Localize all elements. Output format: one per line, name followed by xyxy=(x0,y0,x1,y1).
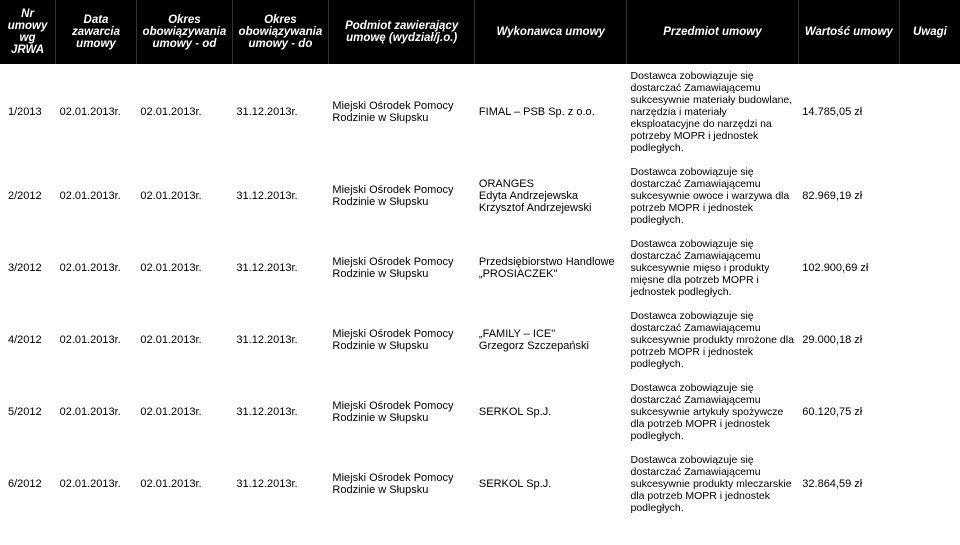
cell-wykonawca: Przedsiębiorstwo Handlowe „PROSIACZEK" xyxy=(475,232,627,304)
table-row: 2/2012 02.01.2013r. 02.01.2013r. 31.12.2… xyxy=(0,160,960,232)
cell-przedmiot: Dostawca zobowiązuje się dostarczać Zama… xyxy=(627,376,799,448)
cell-wartosc: 60.120,75 zł xyxy=(798,376,899,448)
cell-do: 31.12.2013r. xyxy=(232,64,328,160)
cell-nr: 1/2013 xyxy=(0,64,56,160)
cell-nr: 6/2012 xyxy=(0,448,56,520)
cell-podmiot: Miejski Ośrodek Pomocy Rodzinie w Słupsk… xyxy=(328,160,475,232)
table-row: 4/2012 02.01.2013r. 02.01.2013r. 31.12.2… xyxy=(0,304,960,376)
cell-uwagi xyxy=(899,448,960,520)
table-row: 3/2012 02.01.2013r. 02.01.2013r. 31.12.2… xyxy=(0,232,960,304)
cell-podmiot: Miejski Ośrodek Pomocy Rodzinie w Słupsk… xyxy=(328,448,475,520)
cell-podmiot: Miejski Ośrodek Pomocy Rodzinie w Słupsk… xyxy=(328,232,475,304)
cell-wykonawca: „FAMILY – ICE"Grzegorz Szczepański xyxy=(475,304,627,376)
contracts-table: Nr umowy wg JRWA Data zawarcia umowy Okr… xyxy=(0,0,960,520)
cell-uwagi xyxy=(899,376,960,448)
cell-wartosc: 32.864,59 zł xyxy=(798,448,899,520)
cell-wykonawca: ORANGESEdyta AndrzejewskaKrzysztof Andrz… xyxy=(475,160,627,232)
cell-wartosc: 82.969,19 zł xyxy=(798,160,899,232)
cell-od: 02.01.2013r. xyxy=(136,232,232,304)
cell-wykonawca: FIMAL – PSB Sp. z o.o. xyxy=(475,64,627,160)
cell-data: 02.01.2013r. xyxy=(56,304,137,376)
cell-nr: 3/2012 xyxy=(0,232,56,304)
cell-przedmiot: Dostawca zobowiązuje się dostarczać Zama… xyxy=(627,448,799,520)
table-row: 5/2012 02.01.2013r. 02.01.2013r. 31.12.2… xyxy=(0,376,960,448)
cell-data: 02.01.2013r. xyxy=(56,64,137,160)
cell-wykonawca: SERKOL Sp.J. xyxy=(475,448,627,520)
cell-do: 31.12.2013r. xyxy=(232,448,328,520)
col-data: Data zawarcia umowy xyxy=(56,0,137,64)
cell-od: 02.01.2013r. xyxy=(136,64,232,160)
cell-do: 31.12.2013r. xyxy=(232,160,328,232)
cell-wartosc: 102.900,69 zł xyxy=(798,232,899,304)
cell-do: 31.12.2013r. xyxy=(232,232,328,304)
cell-od: 02.01.2013r. xyxy=(136,304,232,376)
cell-nr: 4/2012 xyxy=(0,304,56,376)
table-body: 1/2013 02.01.2013r. 02.01.2013r. 31.12.2… xyxy=(0,64,960,520)
table-row: 6/2012 02.01.2013r. 02.01.2013r. 31.12.2… xyxy=(0,448,960,520)
table-header: Nr umowy wg JRWA Data zawarcia umowy Okr… xyxy=(0,0,960,64)
cell-przedmiot: Dostawca zobowiązuje się dostarczać Zama… xyxy=(627,64,799,160)
cell-podmiot: Miejski Ośrodek Pomocy Rodzinie w Słupsk… xyxy=(328,376,475,448)
cell-uwagi xyxy=(899,304,960,376)
col-uwagi: Uwagi xyxy=(899,0,960,64)
cell-od: 02.01.2013r. xyxy=(136,160,232,232)
col-nr: Nr umowy wg JRWA xyxy=(0,0,56,64)
cell-przedmiot: Dostawca zobowiązuje się dostarczać Zama… xyxy=(627,160,799,232)
cell-do: 31.12.2013r. xyxy=(232,376,328,448)
cell-data: 02.01.2013r. xyxy=(56,448,137,520)
cell-od: 02.01.2013r. xyxy=(136,448,232,520)
cell-data: 02.01.2013r. xyxy=(56,160,137,232)
col-wykonawca: Wykonawca umowy xyxy=(475,0,627,64)
cell-przedmiot: Dostawca zobowiązuje się dostarczać Zama… xyxy=(627,232,799,304)
cell-wartosc: 14.785,05 zł xyxy=(798,64,899,160)
cell-uwagi xyxy=(899,232,960,304)
col-od: Okres obowiązywania umowy - od xyxy=(136,0,232,64)
col-do: Okres obowiązywania umowy - do xyxy=(232,0,328,64)
cell-podmiot: Miejski Ośrodek Pomocy Rodzinie w Słupsk… xyxy=(328,304,475,376)
col-wartosc: Wartość umowy xyxy=(798,0,899,64)
cell-uwagi xyxy=(899,64,960,160)
col-przedmiot: Przedmiot umowy xyxy=(627,0,799,64)
cell-nr: 2/2012 xyxy=(0,160,56,232)
cell-od: 02.01.2013r. xyxy=(136,376,232,448)
col-podmiot: Podmiot zawierający umowę (wydział/j.o.) xyxy=(328,0,475,64)
cell-do: 31.12.2013r. xyxy=(232,304,328,376)
table-row: 1/2013 02.01.2013r. 02.01.2013r. 31.12.2… xyxy=(0,64,960,160)
cell-data: 02.01.2013r. xyxy=(56,376,137,448)
cell-nr: 5/2012 xyxy=(0,376,56,448)
cell-wartosc: 29.000,18 zł xyxy=(798,304,899,376)
cell-przedmiot: Dostawca zobowiązuje się dostarczać Zama… xyxy=(627,304,799,376)
cell-data: 02.01.2013r. xyxy=(56,232,137,304)
cell-podmiot: Miejski Ośrodek Pomocy Rodzinie w Słupsk… xyxy=(328,64,475,160)
cell-uwagi xyxy=(899,160,960,232)
cell-wykonawca: SERKOL Sp.J. xyxy=(475,376,627,448)
